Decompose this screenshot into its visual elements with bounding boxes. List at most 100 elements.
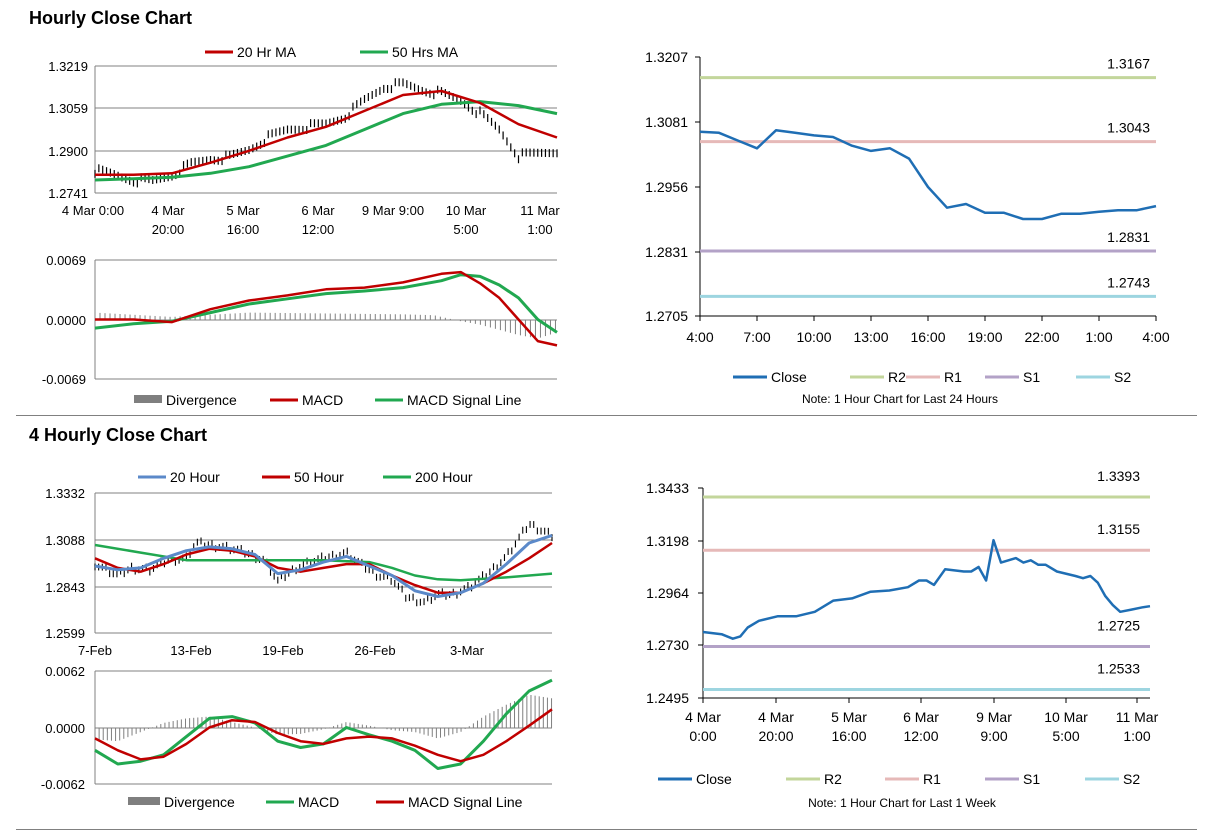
hourly-ma-y-tick: 1.3219 (48, 59, 88, 74)
fourh-ma-legend-20hr-label: 20 Hour (170, 469, 220, 485)
hourly-ma-x-tick: 11 Mar (520, 203, 560, 218)
hourly-macd-legend-macd-label: MACD (302, 392, 343, 408)
section-divider (16, 415, 1197, 416)
fourh-macd-y-tick: 0.0000 (45, 721, 85, 736)
hourly-sr-s1-label: 1.2831 (1107, 229, 1150, 245)
fourh-ma-y-tick: 1.3332 (45, 486, 85, 501)
hourly-macd-y-tick: 0.0000 (46, 313, 86, 328)
hourly-macd-signal-line (94, 273, 558, 334)
hourly-ma-x-tick-line2: 12:00 (302, 222, 335, 237)
fourh-20hr-line (94, 533, 553, 598)
hourly-sr-x-tick: 16:00 (910, 329, 945, 345)
hourly-sr-x-tick: 19:00 (967, 329, 1002, 345)
hourly-sr-y-tick: 1.3207 (645, 49, 688, 65)
fourh-macd-signal-line (94, 708, 553, 763)
fourh-ma-legend-50hr-label: 50 Hour (294, 469, 344, 485)
fourh-sr-note: Note: 1 Hour Chart for Last 1 Week (808, 796, 997, 810)
four-hourly-section-title: 4 Hourly Close Chart (29, 425, 208, 445)
fourh-sr-legend-r2-label: R2 (824, 771, 842, 787)
hourly-macd-line (95, 270, 558, 347)
hourly-sr-s2-label: 1.2743 (1107, 274, 1150, 290)
fourh-sr-r2-label: 1.3393 (1097, 468, 1140, 484)
hourly-sr-legend-s2-label: S2 (1114, 369, 1131, 385)
fourh-sr-x-tick-line2: 1:00 (1123, 728, 1150, 744)
fourh-sr-x-tick: 6 Mar (903, 709, 939, 725)
hourly-ma-legend-20hr-label: 20 Hr MA (237, 44, 297, 60)
hourly-sr-close-line (699, 129, 1157, 221)
hourly-sr-legend-r2-label: R2 (888, 369, 906, 385)
fourh-sr-y-tick: 1.2964 (646, 585, 689, 601)
fourh-macd-legend-divergence-label: Divergence (164, 794, 235, 810)
fourh-ma-x-tick: 26-Feb (354, 643, 395, 658)
hourly-macd-legend-divergence-swatch (134, 395, 162, 403)
fourh-macd-legend-divergence-swatch (128, 797, 160, 805)
hourly-ma-x-tick: 4 Mar (151, 203, 185, 218)
fourh-sr-s1-label: 1.2725 (1097, 618, 1140, 634)
hourly-sr-r1-label: 1.3043 (1107, 120, 1150, 136)
fourh-sr-x-tick: 9 Mar (976, 709, 1012, 725)
fourh-ma-legend-200hr-label: 200 Hour (415, 469, 473, 485)
fourh-ma-x-tick: 13-Feb (170, 643, 211, 658)
hourly-sr-x-tick: 13:00 (853, 329, 888, 345)
hourly-sr-y-tick: 1.2831 (645, 244, 688, 260)
hourly-sr-x-tick: 7:00 (743, 329, 770, 345)
fourh-ma-x-tick: 3-Mar (450, 643, 485, 658)
fourh-sr-s2-label: 1.2533 (1097, 660, 1140, 676)
fourh-sr-legend-s2-label: S2 (1123, 771, 1140, 787)
fourh-sr-x-tick-line2: 20:00 (758, 728, 793, 744)
fourh-ma-x-tick: 19-Feb (262, 643, 303, 658)
hourly-ma-x-tick-line2: 5:00 (453, 222, 478, 237)
hourly-ma-x-tick: 10 Mar (446, 203, 487, 218)
hourly-sr-x-tick: 22:00 (1024, 329, 1059, 345)
hourly-sr-y-tick: 1.2956 (645, 179, 688, 195)
hourly-sr-x-tick: 10:00 (796, 329, 831, 345)
hourly-sr-x-tick: 4:00 (686, 329, 713, 345)
fourh-macd-legend-macd-label: MACD (298, 794, 339, 810)
fourh-macd-y-tick: 0.0062 (45, 664, 85, 679)
hourly-ma-y-tick: 1.2900 (48, 144, 88, 159)
fourh-sr-y-tick: 1.3433 (646, 480, 689, 496)
hourly-macd-y-tick: -0.0069 (42, 372, 86, 387)
hourly-50hr-ma-line (94, 100, 558, 182)
fourh-50hr-line (94, 541, 553, 594)
fourh-macd-legend-signal-label: MACD Signal Line (408, 794, 523, 810)
hourly-ma-x-tick: 6 Mar (301, 203, 335, 218)
hourly-20hr-ma-line (95, 89, 558, 176)
hourly-sr-legend-close-label: Close (771, 369, 807, 385)
fourh-sr-x-tick: 5 Mar (831, 709, 867, 725)
bottom-divider (16, 829, 1197, 830)
hourly-sr-x-tick: 1:00 (1085, 329, 1112, 345)
hourly-ma-legend-50hr-label: 50 Hrs MA (392, 44, 459, 60)
hourly-sr-y-tick: 1.3081 (645, 114, 688, 130)
fourh-sr-legend-close-label: Close (696, 771, 732, 787)
fourh-sr-y-tick: 1.2730 (646, 637, 689, 653)
hourly-sr-note: Note: 1 Hour Chart for Last 24 Hours (802, 392, 998, 406)
fourh-ma-y-tick: 1.2843 (45, 580, 85, 595)
hourly-sr-r2-label: 1.3167 (1107, 56, 1150, 72)
hourly-ma-y-tick: 1.3059 (48, 101, 88, 116)
fourh-sr-x-tick-line2: 16:00 (831, 728, 866, 744)
fourh-ma-y-tick: 1.3088 (45, 533, 85, 548)
fourh-sr-y-tick: 1.3198 (646, 533, 689, 549)
hourly-macd-legend-divergence-label: Divergence (166, 392, 237, 408)
hourly-ma-x-tick: 5 Mar (226, 203, 260, 218)
fourh-200hr-line (94, 543, 553, 582)
hourly-ma-x-tick: 4 Mar 0:00 (62, 203, 124, 218)
fourh-sr-close-line (702, 538, 1151, 640)
fourh-ma-x-tick: 7-Feb (78, 643, 112, 658)
fourh-sr-x-tick: 4 Mar (758, 709, 794, 725)
hourly-ma-y-tick: 1.2741 (48, 186, 88, 201)
fourh-sr-y-tick: 1.2495 (646, 690, 689, 706)
fourh-sr-x-tick: 4 Mar (685, 709, 721, 725)
fourh-sr-x-tick-line2: 0:00 (689, 728, 716, 744)
fourh-sr-legend-s1-label: S1 (1023, 771, 1040, 787)
hourly-ma-x-tick-line2: 20:00 (152, 222, 185, 237)
fourh-ma-y-tick: 1.2599 (45, 626, 85, 641)
fourh-sr-x-tick-line2: 12:00 (903, 728, 938, 744)
hourly-macd-legend-signal-label: MACD Signal Line (407, 392, 522, 408)
fourh-sr-r1-label: 1.3155 (1097, 521, 1140, 537)
fourh-sr-x-tick: 10 Mar (1044, 709, 1088, 725)
fourh-macd-y-tick: -0.0062 (41, 777, 85, 792)
hourly-section-title: Hourly Close Chart (29, 8, 193, 28)
